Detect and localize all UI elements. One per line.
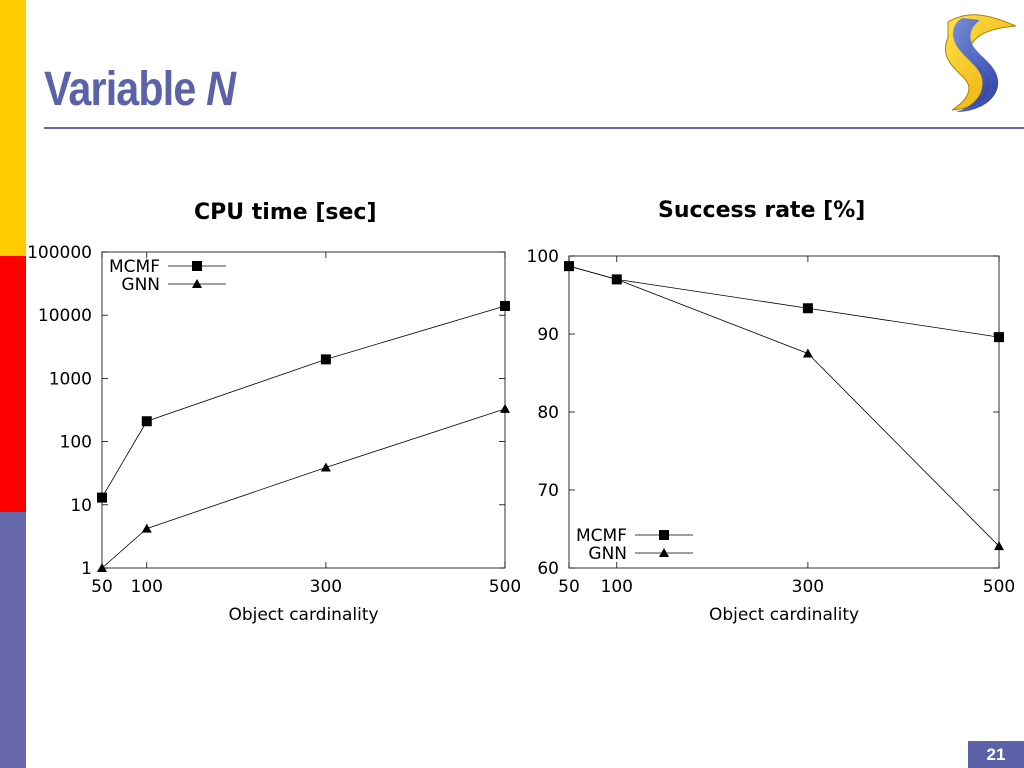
succ-ytick-label: 90 [537, 325, 559, 345]
slide-title: Variable N [44, 62, 236, 117]
succ-legend-marker-gnn [659, 548, 669, 557]
succ-ytick-label: 100 [527, 247, 559, 267]
cpu-gnn-point [97, 563, 107, 572]
succ-gnn-point [564, 261, 574, 271]
cpu-ytick-label: 1000 [49, 369, 92, 389]
cpu-xtick-label: 300 [310, 577, 342, 597]
succ-legend-label-mcmf: MCMF [576, 526, 627, 546]
sidebar-blue-block [0, 512, 26, 768]
succ-gnn-point [802, 348, 813, 358]
succ-xtick-label: 50 [558, 577, 580, 597]
cpu-legend-label-mcmf: MCMF [109, 257, 160, 277]
sidebar-red-block [0, 256, 26, 512]
succ-x-axis-label: Object cardinality [709, 605, 859, 625]
succ-legend-label-gnn: GNN [588, 544, 627, 564]
succ-mcmf-point [994, 332, 1004, 343]
succ-plot-frame [568, 255, 1000, 569]
succ-xtick-label: 300 [792, 577, 824, 597]
succ-ytick-label: 80 [537, 403, 559, 423]
cpu-legend-marker-mcmf [192, 261, 202, 271]
succ-gnn-point [994, 541, 1004, 551]
succ-xtick-label: 100 [601, 577, 633, 597]
succ-ytick-label: 70 [537, 481, 559, 501]
cpu-ytick-label: 100 [60, 433, 92, 453]
cpu-series-mcmf-line [101, 305, 506, 498]
cpu-ytick-label: 10000 [38, 306, 92, 326]
cpu-mcmf-point [320, 354, 331, 365]
cpu-legend-marker-gnn [192, 279, 202, 288]
succ-ytick-label: 60 [537, 559, 559, 579]
cpu-mcmf-point [141, 416, 152, 427]
cpu-series-gnn-line [101, 408, 506, 569]
title-underline [44, 127, 1024, 129]
succ-series-mcmf-line [568, 265, 1000, 338]
sidebar-stripe [0, 0, 26, 768]
cpu-ytick-label: 100000 [27, 243, 92, 263]
cpu-legend-label-gnn: GNN [121, 275, 160, 295]
flame-s-logo-icon [944, 14, 1017, 112]
cpu-mcmf-point [500, 300, 510, 311]
page-number: 21 [968, 741, 1024, 768]
cpu-ytick-label: 10 [70, 496, 92, 516]
cpu-gnn-point [141, 523, 152, 533]
cpu-x-axis-label: Object cardinality [228, 605, 378, 625]
success-chart-title: Success rate [%] [658, 198, 866, 223]
succ-mcmf-point [802, 303, 813, 314]
slide-title-variable: N [206, 63, 236, 116]
cpu-gnn-point [320, 462, 331, 472]
succ-legend-marker-mcmf [659, 530, 669, 540]
cpu-xtick-label: 100 [131, 577, 163, 597]
succ-series-gnn-line [568, 265, 1000, 547]
slide-title-main: Variable [44, 63, 196, 116]
succ-xtick-label: 500 [983, 577, 1015, 597]
cpu-xtick-label: 50 [91, 577, 113, 597]
cpu-ytick-label: 1 [81, 559, 92, 579]
cpu-xtick-label: 500 [489, 577, 521, 597]
cpu-chart-title: CPU time [sec] [194, 200, 377, 225]
cpu-mcmf-point [97, 492, 107, 503]
sidebar-yellow-block [0, 0, 26, 256]
succ-gnn-point [611, 274, 622, 284]
cpu-gnn-point [500, 403, 510, 413]
